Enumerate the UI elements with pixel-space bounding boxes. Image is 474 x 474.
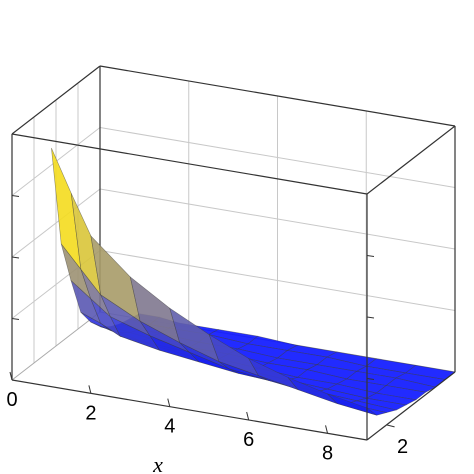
x-tick-label: 0 — [6, 389, 17, 411]
x-tick — [88, 385, 92, 394]
box-edge — [11, 311, 101, 381]
x-tick — [167, 398, 171, 407]
tick-layer: 0 2 4 6 8 2 — [6, 195, 408, 464]
box-edge — [99, 65, 456, 127]
z-tick — [11, 195, 20, 197]
x-tick-label: 6 — [243, 429, 254, 451]
x-tick — [246, 411, 250, 421]
front-box-layer — [11, 125, 456, 441]
x-tick-label: 4 — [164, 416, 175, 438]
z-tick — [366, 255, 375, 257]
grid-line — [99, 127, 456, 188]
grid-line — [11, 188, 101, 258]
x-axis-label: x — [152, 452, 163, 474]
box-edge — [366, 125, 456, 195]
surface-layer — [51, 147, 456, 416]
z-tick — [366, 378, 375, 380]
box-edge — [11, 133, 368, 195]
grid-line — [99, 250, 456, 311]
y-tick — [386, 424, 395, 428]
surface-patch — [327, 393, 377, 416]
grid-line — [99, 188, 456, 250]
box-edge — [11, 379, 368, 441]
x-tick-label: 8 — [322, 442, 333, 464]
box-edge — [11, 65, 101, 135]
z-tick — [11, 318, 20, 320]
x-tick — [325, 425, 329, 434]
box-edge — [366, 371, 456, 441]
z-tick — [11, 256, 20, 259]
y-tick-label: 2 — [397, 436, 408, 458]
x-tick-label: 2 — [85, 402, 96, 424]
z-tick — [366, 316, 375, 319]
x-tick — [9, 371, 13, 381]
